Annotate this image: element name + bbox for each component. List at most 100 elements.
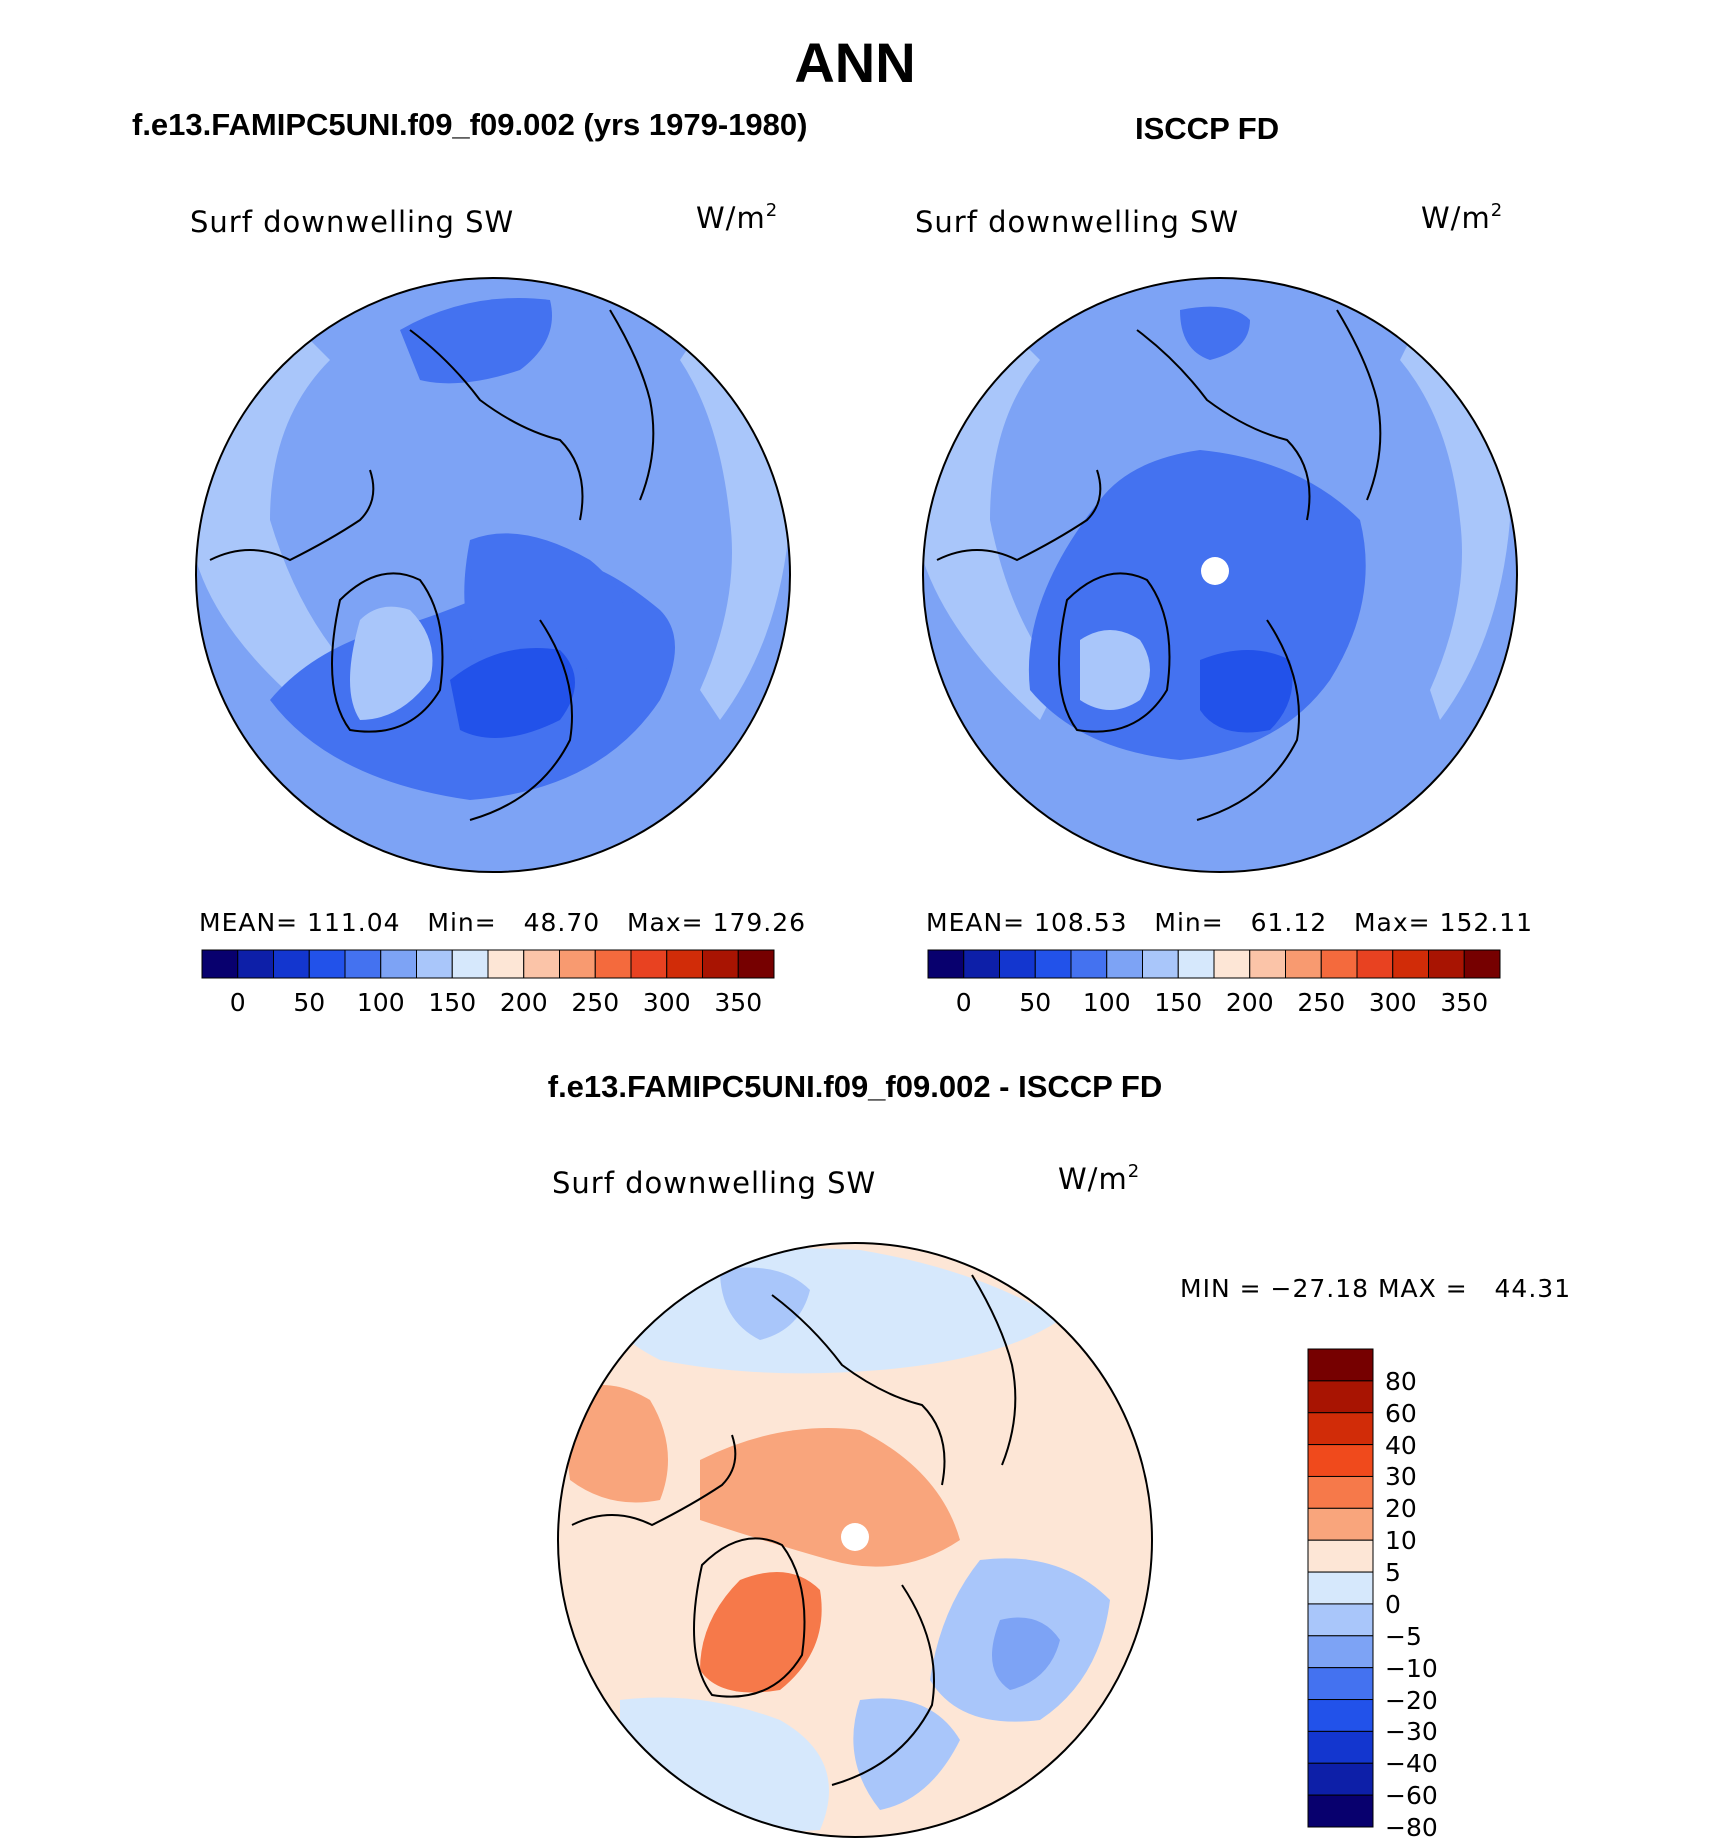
obs-colorbar-swatch — [1392, 949, 1429, 979]
diff-colorbar-swatch — [1307, 1762, 1374, 1796]
obs-colorbar-tick-label: 300 — [1368, 988, 1417, 1017]
model-colorbar-tick-label: 300 — [642, 988, 691, 1017]
map2-outline — [922, 277, 1518, 873]
diff-colorbar-tick-label: 30 — [1385, 1462, 1417, 1492]
diff-colorbar-tick-label: −60 — [1385, 1781, 1438, 1811]
obs-colorbar-swatch — [1213, 949, 1251, 979]
obs-colorbar-swatch — [1106, 949, 1143, 979]
diff-colorbar-swatch — [1307, 1475, 1374, 1509]
diff-colorbar-tick-label: −30 — [1385, 1717, 1438, 1747]
diff-colorbar-swatch — [1307, 1635, 1374, 1669]
obs-colorbar-swatch — [999, 949, 1036, 979]
map3-neg-south-mid — [853, 1698, 960, 1810]
diff-colorbar-swatch — [1307, 1412, 1374, 1446]
diff-colorbar-swatch — [1307, 1444, 1374, 1477]
diff-colorbar-swatch — [1307, 1507, 1374, 1541]
model-panel-title: f.e13.FAMIPC5UNI.f09_f09.002 (yrs 1979-1… — [132, 107, 808, 142]
model-colorbar-swatch — [201, 949, 239, 979]
diff-colorbar — [1307, 1348, 1374, 1828]
diff-colorbar-tick-label: 10 — [1385, 1526, 1417, 1556]
obs-colorbar-tick-label: 350 — [1440, 988, 1489, 1017]
model-variable-label: Surf downwelling SW — [190, 205, 515, 239]
map3-coast-a — [693, 1537, 806, 1698]
map1-east-band — [680, 330, 790, 720]
model-colorbar — [201, 949, 775, 979]
map1-outline — [195, 277, 791, 873]
model-colorbar-swatch — [237, 949, 274, 979]
map1-coast-a — [331, 572, 444, 733]
diff-units-label: W/m2 — [1058, 1161, 1141, 1196]
model-colorbar-swatch — [666, 949, 703, 979]
diff-colorbar-swatch — [1307, 1794, 1374, 1828]
diff-colorbar-swatch — [1307, 1539, 1374, 1573]
map2-north-low — [1180, 306, 1250, 360]
model-colorbar-swatch — [416, 949, 453, 979]
model-colorbar-swatch — [451, 949, 489, 979]
diff-colorbar-tick-label: −10 — [1385, 1653, 1438, 1683]
map2-coast-b — [1136, 329, 1311, 521]
model-colorbar-swatch — [273, 949, 310, 979]
model-map — [196, 278, 790, 872]
obs-colorbar-swatch — [1249, 949, 1286, 979]
map2-coast-a — [1058, 572, 1171, 733]
figure-title: ANN — [794, 31, 916, 94]
obs-variable-label: Surf downwelling SW — [915, 205, 1240, 239]
model-colorbar-tick-label: 100 — [356, 988, 405, 1017]
diff-colorbar-tick-label: 20 — [1385, 1494, 1417, 1524]
diff-colorbar-tick-label: −80 — [1385, 1813, 1438, 1842]
map3-neg-east-deep — [992, 1617, 1060, 1690]
obs-colorbar-tick-label: 0 — [955, 988, 972, 1017]
obs-colorbar-swatch — [1285, 949, 1322, 979]
model-colorbar-tick-label: 200 — [499, 988, 548, 1017]
diff-colorbar-tick-label: 40 — [1385, 1430, 1417, 1460]
obs-colorbar-swatch — [1034, 949, 1072, 979]
diff-panel-title: f.e13.FAMIPC5UNI.f09_f09.002 - ISCCP FD — [547, 1069, 1163, 1104]
obs-units-label: W/m2 — [1421, 200, 1504, 235]
map2-coast-d — [1196, 619, 1300, 821]
diff-colorbar-swatch — [1307, 1571, 1374, 1605]
map2-greenland — [1080, 630, 1150, 710]
obs-panel-title: ISCCP FD — [1135, 111, 1280, 146]
map2-deep-low — [1200, 650, 1293, 733]
map1-greenland — [350, 606, 433, 720]
obs-colorbar-tick-label: 250 — [1297, 988, 1346, 1017]
model-colorbar-swatch — [523, 949, 560, 979]
model-colorbar-tick-label: 150 — [428, 988, 477, 1017]
map3-greenland-pos — [700, 1572, 822, 1693]
obs-colorbar-swatch — [1070, 949, 1108, 979]
map1-west-band — [196, 330, 360, 720]
map1-central-low — [464, 533, 626, 682]
map3-coast-c — [571, 1434, 737, 1527]
map1-coast-e — [609, 309, 655, 501]
obs-colorbar — [927, 949, 1501, 979]
obs-colorbar-tick-label: 100 — [1082, 988, 1131, 1017]
obs-colorbar-tick-label: 200 — [1225, 988, 1274, 1017]
model-colorbar-tick-label: 0 — [229, 988, 246, 1017]
model-colorbar-swatch — [559, 949, 596, 979]
model-colorbar-swatch — [630, 949, 668, 979]
diff-colorbar-swatch — [1307, 1348, 1374, 1382]
diff-colorbar-tick-label: 0 — [1385, 1589, 1401, 1619]
map2-coast-e — [1336, 309, 1382, 501]
diff-colorbar-swatch — [1307, 1699, 1374, 1732]
map3-coast-b — [771, 1294, 946, 1486]
model-colorbar-swatch — [594, 949, 632, 979]
model-colorbar-tick-label: 350 — [714, 988, 763, 1017]
diff-colorbar-tick-label: −20 — [1385, 1685, 1438, 1715]
obs-colorbar-swatch — [1177, 949, 1215, 979]
diff-variable-label: Surf downwelling SW — [552, 1166, 877, 1200]
diff-colorbar-tick-label: 5 — [1385, 1558, 1401, 1588]
obs-colorbar-swatch — [963, 949, 1000, 979]
model-colorbar-swatch — [737, 949, 775, 979]
model-colorbar-swatch — [344, 949, 382, 979]
map1-coast-c — [209, 469, 375, 562]
model-units-label: W/m2 — [696, 200, 779, 235]
model-colorbar-tick-label: 50 — [293, 988, 326, 1017]
model-colorbar-swatch — [380, 949, 417, 979]
diff-colorbar-tick-label: −5 — [1385, 1621, 1422, 1651]
model-colorbar-tick-label: 250 — [571, 988, 620, 1017]
model-stats: MEAN= 111.04 Min= 48.70 Max= 179.26 — [199, 908, 807, 937]
map1-deep-low — [450, 648, 575, 738]
map1-north-low — [400, 298, 552, 384]
map3-coast-d — [831, 1584, 935, 1786]
